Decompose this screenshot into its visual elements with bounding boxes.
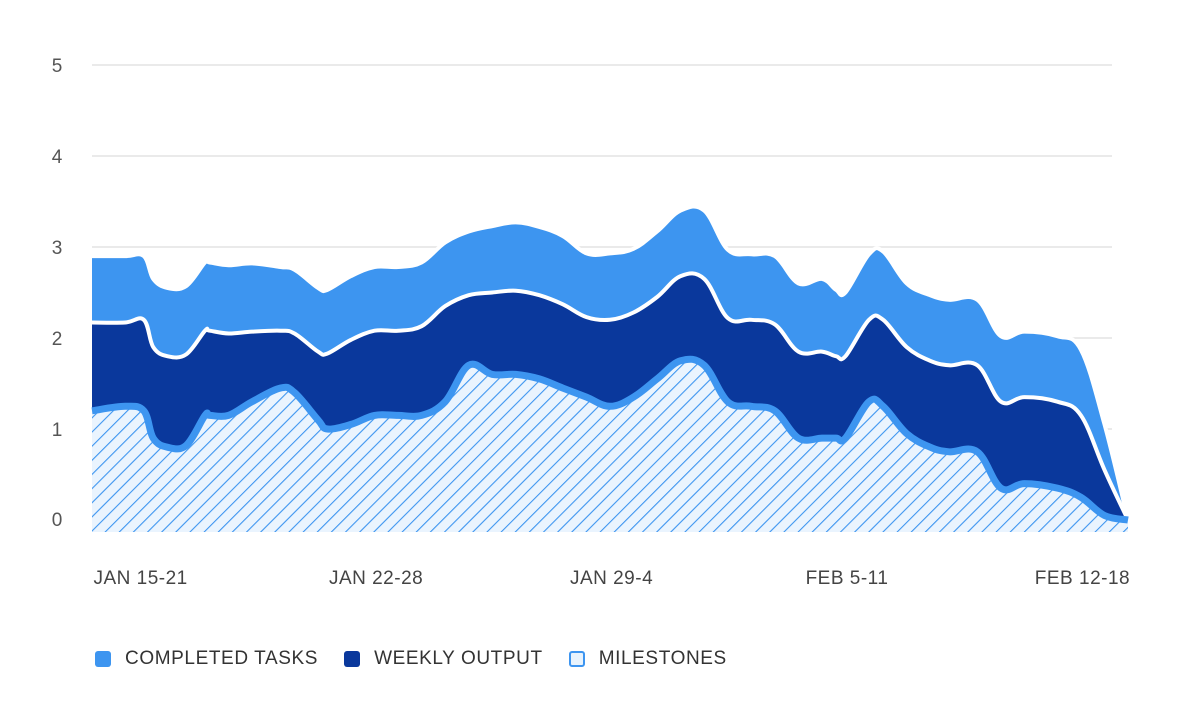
y-tick-label: 5 xyxy=(52,56,63,77)
legend-item[interactable]: MILESTONES xyxy=(568,648,727,670)
y-tick-label: 2 xyxy=(52,329,63,350)
area-outline-weekly-output xyxy=(91,271,1130,521)
x-tick-label: JAN 15-21 xyxy=(93,568,187,589)
x-tick-label: JAN 22-28 xyxy=(329,568,423,589)
legend-item[interactable]: WEEKLY OUTPUT xyxy=(344,648,543,670)
legend-item[interactable]: COMPLETED TASKS xyxy=(95,648,318,670)
stacked-area-chart: 0 1 2 3 4 5 JAN 15-21 JAN 22-28 JAN 29-4 FEB 5-1… xyxy=(52,56,1130,589)
area-outline-completed-tasks xyxy=(92,204,1130,521)
x-tick-label: FEB 12-18 xyxy=(1035,568,1130,589)
legend-swatch xyxy=(344,651,361,667)
x-tick-label: FEB 5-11 xyxy=(806,568,889,589)
legend-swatch xyxy=(95,651,111,667)
legend-label: WEEKLY OUTPUT xyxy=(374,648,543,669)
series-areas xyxy=(91,204,1130,533)
y-axis: 0 1 2 3 4 5 xyxy=(52,56,63,531)
y-tick-label: 3 xyxy=(52,238,63,259)
area-edge-milestones xyxy=(91,355,1129,524)
legend: COMPLETED TASKS WEEKLY OUTPUT MILESTONES xyxy=(95,648,753,670)
legend-label: MILESTONES xyxy=(598,648,727,669)
y-tick-label: 0 xyxy=(52,510,63,531)
legend-swatch xyxy=(568,651,585,667)
y-tick-label: 1 xyxy=(52,420,63,441)
y-tick-label: 4 xyxy=(52,147,63,168)
x-axis: JAN 15-21 JAN 22-28 JAN 29-4 FEB 5-11 FEB 12… xyxy=(93,568,1130,589)
x-tick-label: JAN 29-4 xyxy=(570,568,653,589)
legend-label: COMPLETED TASKS xyxy=(125,648,319,669)
